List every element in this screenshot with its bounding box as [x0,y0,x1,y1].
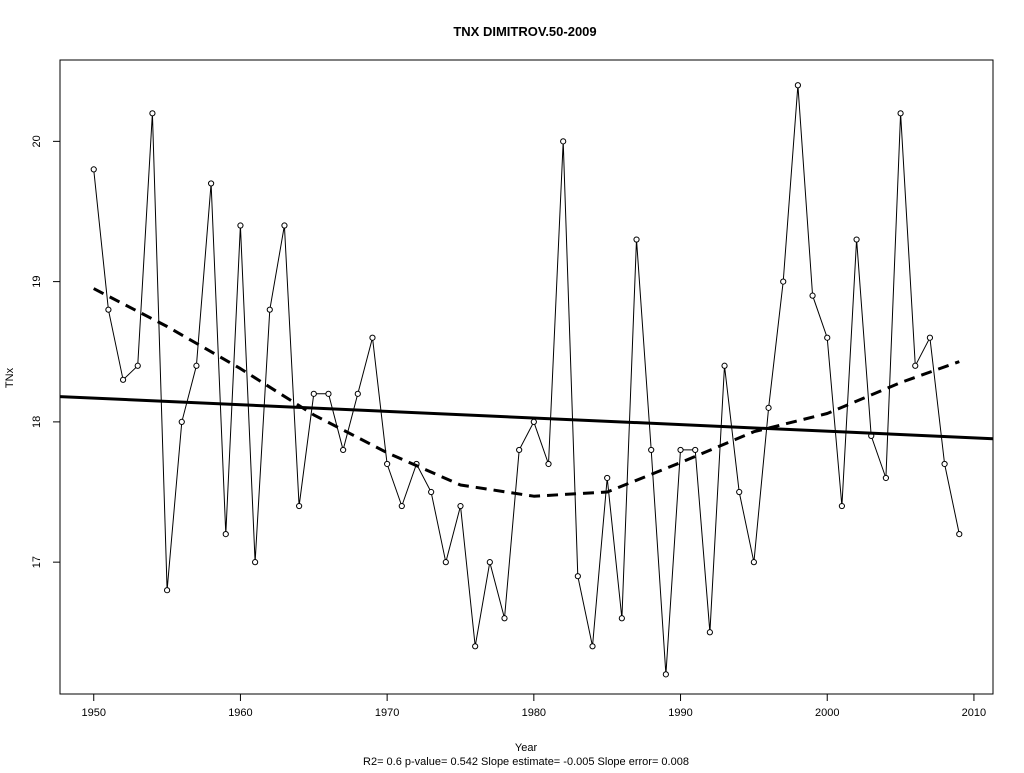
data-point [325,390,332,397]
data-point [105,306,112,313]
data-point [736,488,743,496]
data-point [310,390,317,397]
data-point [340,446,347,454]
y-tick-label: 18 [31,416,43,428]
data-point [853,236,860,243]
series-layer [59,82,994,678]
data-point [384,460,391,468]
data-point [574,573,581,580]
x-tick-label: 2000 [815,707,839,719]
data-point [662,671,669,678]
data-point [398,502,405,510]
data-point [956,530,963,538]
x-tick-label: 1990 [668,707,692,719]
data-point [501,615,508,622]
y-axis: 17 18 19 20 [31,135,60,568]
chart-footer: R2= 0.6 p-value= 0.542 Slope estimate= -… [363,756,689,768]
plot-frame [59,59,994,695]
data-point [633,236,640,243]
x-tick-label: 1950 [81,707,105,719]
x-tick-label: 2010 [962,707,986,719]
data-point [193,362,200,369]
y-axis-label: TNx [4,367,16,388]
data-point [692,446,699,454]
linear-trend-line [59,395,994,441]
data-point [149,110,156,117]
data-point [472,643,479,650]
data-point [134,362,141,369]
x-tick-label: 1960 [228,707,252,719]
data-point [296,502,303,510]
data-point [237,222,244,229]
x-tick-label: 1970 [375,707,399,719]
observed-series-line [93,85,960,675]
x-tick-label: 1980 [522,707,546,719]
chart-title: TNX DIMITROV.50-2009 [453,24,596,39]
data-point [897,110,904,117]
data-point [794,82,801,89]
y-tick-label: 19 [31,275,43,287]
data-point [618,615,625,622]
y-tick-label: 20 [31,135,43,147]
data-point [369,334,376,341]
data-point [442,559,449,566]
data-point [677,446,684,454]
data-point [281,222,288,229]
data-point [486,559,493,566]
data-point [354,390,361,397]
data-point [604,474,611,482]
data-point [530,418,537,425]
data-point [266,306,273,313]
data-point [809,292,816,299]
data-point [765,404,772,411]
data-point [457,502,464,510]
data-point [90,166,97,173]
data-point [589,643,596,650]
data-point [648,446,655,454]
data-point [178,418,185,425]
data-point [560,138,567,145]
data-point [780,278,787,285]
data-point [222,530,229,538]
data-point [882,474,890,482]
y-tick-label: 17 [31,556,43,568]
data-point [706,629,713,636]
data-point [824,334,831,341]
data-point [516,446,523,454]
data-point [721,362,728,369]
data-point [207,180,215,187]
data-point [428,488,435,496]
x-axis: 1950 1960 1970 1980 1990 2000 2010 [81,694,986,719]
data-point [252,559,259,566]
data-point [941,460,948,468]
x-axis-label: Year [515,742,538,754]
data-point [545,460,552,468]
data-point [912,362,919,369]
data-point [163,587,171,594]
smoothed-trend-line [93,287,960,498]
data-point [926,334,934,341]
data-point [119,376,127,383]
data-point [838,502,846,510]
data-point [750,559,757,566]
